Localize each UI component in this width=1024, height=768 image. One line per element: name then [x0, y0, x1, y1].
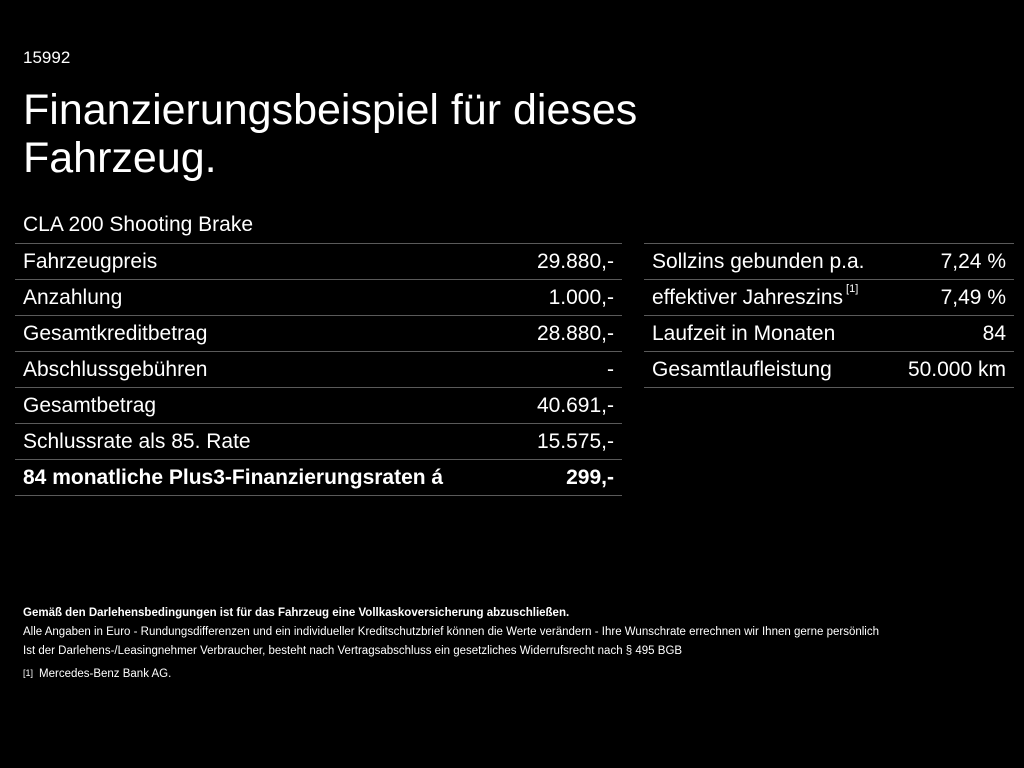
row-label: Laufzeit in Monaten	[652, 321, 836, 345]
row-label: Schlussrate als 85. Rate	[23, 429, 251, 453]
model-name: CLA 200 Shooting Brake	[23, 213, 253, 236]
row-value: 15.575,-	[536, 429, 614, 453]
table-row-total-amount: Gesamtbetrag 40.691,-	[15, 388, 622, 424]
row-value: 1.000,-	[548, 285, 614, 309]
row-label: Anzahlung	[23, 285, 123, 309]
table-row-effective-rate: effektiver Jahreszins [1] 7,49 %	[644, 280, 1014, 316]
row-label: effektiver Jahreszins	[652, 285, 844, 309]
reference-mark: [1]	[23, 668, 34, 678]
withdrawal-note: Ist der Darlehens-/Leasingnehmer Verbrau…	[23, 645, 683, 657]
footnote-marker: [1]	[846, 282, 859, 295]
table-row-total-mileage: Gesamtlaufleistung 50.000 km	[644, 352, 1014, 388]
row-label: Gesamtkreditbetrag	[23, 321, 208, 345]
row-value: 299,-	[566, 465, 614, 489]
row-value: -	[607, 357, 614, 381]
row-value: 7,24 %	[940, 249, 1006, 273]
row-value: 40.691,-	[536, 393, 614, 417]
row-label-group: effektiver Jahreszins [1]	[652, 282, 859, 310]
rounding-note: Alle Angaben in Euro - Rundungsdifferenz…	[23, 626, 879, 638]
row-value: 50.000 km	[907, 357, 1006, 381]
row-label: Abschlussgebühren	[23, 357, 208, 381]
reference-footnote: [1] Mercedes-Benz Bank AG.	[23, 665, 1008, 684]
reference-text: Mercedes-Benz Bank AG.	[39, 668, 172, 680]
table-row-vehicle-price: Fahrzeugpreis 29.880,-	[15, 244, 622, 280]
table-row-final-installment: Schlussrate als 85. Rate 15.575,-	[15, 424, 622, 460]
table-row-total-credit: Gesamtkreditbetrag 28.880,-	[15, 316, 622, 352]
row-label: Gesamtbetrag	[23, 393, 157, 417]
interest-table: Sollzins gebunden p.a. 7,24 % effektiver…	[644, 243, 1014, 388]
table-row-monthly-rate: 84 monatliche Plus3-Finanzierungsraten á…	[15, 460, 622, 496]
footnotes: Gemäß den Darlehensbedingungen ist für d…	[23, 604, 1008, 684]
row-label: Fahrzeugpreis	[23, 249, 158, 273]
page-title: Finanzierungsbeispiel für dieses Fahrzeu…	[23, 86, 638, 182]
row-label: Gesamtlaufleistung	[652, 357, 832, 381]
table-row-term-months: Laufzeit in Monaten 84	[644, 316, 1014, 352]
financing-table: Fahrzeugpreis 29.880,- Anzahlung 1.000,-…	[15, 243, 622, 496]
table-row-down-payment: Anzahlung 1.000,-	[15, 280, 622, 316]
reference-number: 15992	[23, 48, 71, 67]
row-value: 29.880,-	[536, 249, 614, 273]
row-label: Sollzins gebunden p.a.	[652, 249, 865, 273]
table-row-closing-fees: Abschlussgebühren -	[15, 352, 622, 388]
row-value: 84	[982, 321, 1006, 345]
row-label: 84 monatliche Plus3-Finanzierungsraten á	[23, 465, 444, 489]
table-row-nominal-rate: Sollzins gebunden p.a. 7,24 %	[644, 244, 1014, 280]
row-value: 28.880,-	[536, 321, 614, 345]
insurance-note: Gemäß den Darlehensbedingungen ist für d…	[23, 607, 570, 619]
row-value: 7,49 %	[940, 285, 1006, 309]
